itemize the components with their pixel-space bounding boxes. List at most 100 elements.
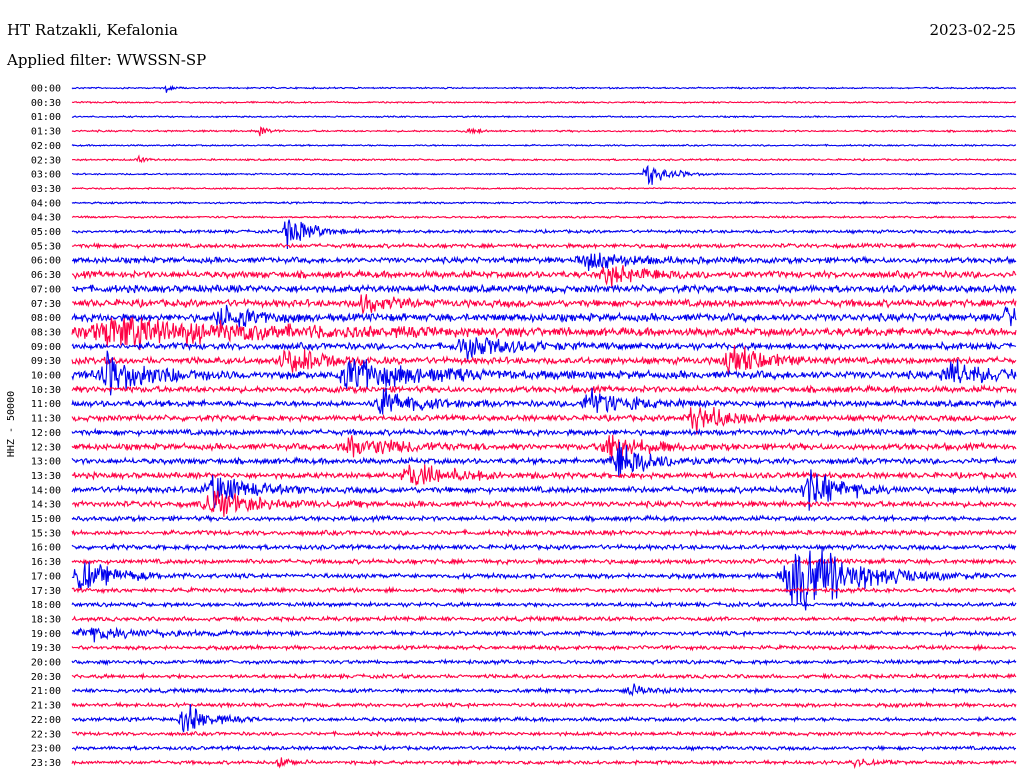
trace-line-0500 bbox=[71, 219, 1016, 250]
trace-line-2330 bbox=[71, 757, 1017, 770]
time-tick-label: 08:00 bbox=[31, 313, 61, 324]
time-tick-label: 19:30 bbox=[31, 643, 61, 654]
trace-line-0000 bbox=[71, 84, 1017, 93]
time-tick-label: 10:30 bbox=[31, 385, 61, 396]
time-tick-label: 06:00 bbox=[31, 256, 61, 267]
trace-line-0800 bbox=[71, 304, 1017, 329]
trace-line-1630 bbox=[71, 557, 1017, 566]
trace-line-1130 bbox=[71, 407, 1017, 435]
time-tick-label: 23:00 bbox=[31, 744, 61, 755]
time-tick-label: 12:30 bbox=[31, 442, 61, 453]
time-tick-label: 09:00 bbox=[31, 342, 61, 353]
time-tick-label: 07:30 bbox=[31, 299, 61, 310]
filter-label: Applied filter: WWSSN-SP bbox=[7, 51, 207, 69]
trace-line-1600 bbox=[71, 542, 1017, 552]
trace-line-0530 bbox=[71, 241, 1017, 251]
trace-line-0030 bbox=[71, 100, 1017, 105]
trace-line-1100 bbox=[71, 387, 1017, 415]
trace-line-0400 bbox=[71, 200, 1017, 205]
time-tick-label: 09:30 bbox=[31, 356, 61, 367]
time-tick-label: 06:30 bbox=[31, 270, 61, 281]
trace-line-1430 bbox=[71, 490, 1017, 517]
trace-line-1800 bbox=[71, 600, 1017, 609]
time-tick-label: 21:00 bbox=[31, 686, 61, 697]
trace-lines bbox=[71, 84, 1017, 770]
trace-line-1500 bbox=[71, 513, 1017, 524]
time-tick-label: 20:30 bbox=[31, 672, 61, 683]
time-tick-label: 16:00 bbox=[31, 543, 61, 554]
trace-line-1530 bbox=[71, 528, 1017, 538]
time-tick-label: 04:00 bbox=[31, 198, 61, 209]
trace-line-0630 bbox=[71, 265, 1017, 288]
time-tick-label: 00:00 bbox=[31, 84, 61, 95]
trace-line-2100 bbox=[72, 683, 1017, 697]
time-tick-label: 17:00 bbox=[31, 571, 61, 582]
time-tick-label: 22:30 bbox=[31, 729, 61, 740]
trace-line-1400 bbox=[71, 469, 1017, 511]
trace-line-1200 bbox=[71, 427, 1017, 438]
trace-line-0930 bbox=[71, 345, 1017, 375]
time-tick-label: 10:00 bbox=[31, 371, 61, 382]
time-tick-label: 19:00 bbox=[31, 629, 61, 640]
time-tick-label: 12:00 bbox=[31, 428, 61, 439]
time-tick-label: 11:00 bbox=[31, 399, 61, 410]
trace-line-1730 bbox=[71, 585, 1017, 595]
trace-line-1000 bbox=[71, 350, 1017, 396]
time-tick-label: 03:30 bbox=[31, 184, 61, 195]
trace-line-2000 bbox=[71, 657, 1017, 667]
time-tick-label: 03:00 bbox=[31, 170, 61, 181]
time-tick-label: 14:00 bbox=[31, 485, 61, 496]
time-tick-label: 17:30 bbox=[31, 586, 61, 597]
time-tick-label: 00:30 bbox=[31, 98, 61, 109]
plot-date: 2023-02-25 bbox=[929, 21, 1016, 39]
trace-line-0700 bbox=[71, 283, 1017, 295]
trace-line-2300 bbox=[71, 744, 1017, 752]
trace-line-0900 bbox=[71, 337, 1017, 362]
time-tick-label: 16:30 bbox=[31, 557, 61, 568]
trace-line-0730 bbox=[71, 294, 1017, 314]
trace-line-2030 bbox=[71, 672, 1017, 681]
trace-line-2130 bbox=[71, 700, 1017, 710]
time-tick-label: 07:00 bbox=[31, 284, 61, 295]
trace-line-2200 bbox=[71, 704, 1017, 733]
trace-line-1930 bbox=[71, 643, 1017, 652]
time-tick-label: 04:30 bbox=[31, 213, 61, 224]
trace-line-1900 bbox=[71, 626, 1017, 643]
trace-line-0300 bbox=[71, 164, 1017, 186]
time-tick-label: 05:00 bbox=[31, 227, 61, 238]
time-tick-label: 01:00 bbox=[31, 112, 61, 123]
time-tick-label: 02:30 bbox=[31, 155, 61, 166]
trace-line-0130 bbox=[71, 126, 1017, 137]
trace-line-1300 bbox=[71, 441, 1017, 477]
time-tick-label: 05:30 bbox=[31, 241, 61, 252]
time-tick-label: 20:00 bbox=[31, 658, 61, 669]
trace-line-0100 bbox=[71, 114, 1017, 119]
trace-line-1030 bbox=[71, 383, 1017, 395]
time-tick-label: 11:30 bbox=[31, 414, 61, 425]
trace-line-0230 bbox=[72, 154, 1017, 164]
time-tick-label: 23:30 bbox=[31, 758, 61, 769]
time-tick-label: 18:00 bbox=[31, 600, 61, 611]
trace-line-0830 bbox=[71, 316, 1017, 351]
time-tick-label: 22:00 bbox=[31, 715, 61, 726]
time-tick-label: 02:00 bbox=[31, 141, 61, 152]
trace-line-1700 bbox=[71, 549, 1017, 611]
time-tick-label: 15:00 bbox=[31, 514, 61, 525]
y-axis-label: HHZ - 50000 bbox=[6, 391, 17, 457]
time-tick-label: 13:30 bbox=[31, 471, 61, 482]
trace-line-0330 bbox=[71, 186, 1017, 191]
trace-line-1230 bbox=[71, 434, 1017, 461]
trace-line-1330 bbox=[71, 464, 1017, 486]
time-tick-label: 01:30 bbox=[31, 127, 61, 138]
time-tick-label: 14:30 bbox=[31, 500, 61, 511]
trace-line-0600 bbox=[72, 252, 1017, 272]
time-tick-labels: 00:00 00:30 01:00 01:30 02:00 02:30 03:00 03:30… bbox=[31, 84, 61, 769]
station-title: HT Ratzakli, Kefalonia bbox=[7, 21, 178, 39]
trace-line-0200 bbox=[71, 143, 1017, 148]
time-tick-label: 18:30 bbox=[31, 614, 61, 625]
trace-line-1830 bbox=[71, 614, 1017, 623]
trace-line-2230 bbox=[71, 729, 1017, 738]
time-tick-label: 08:30 bbox=[31, 327, 61, 338]
time-tick-label: 13:00 bbox=[31, 457, 61, 468]
